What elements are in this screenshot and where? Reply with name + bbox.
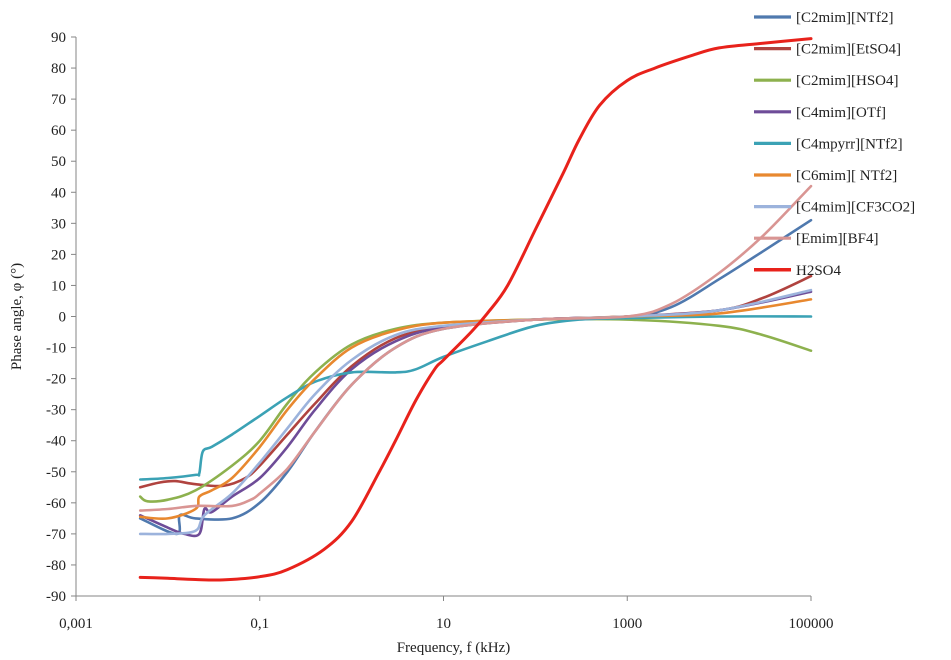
plot-area <box>138 37 813 582</box>
x-tick-label: 0,1 <box>250 616 269 632</box>
y-tick-label: 30 <box>51 216 66 232</box>
y-tick-label: -30 <box>46 403 66 419</box>
x-tick-label: 1000 <box>612 616 642 632</box>
legend-label: H2SO4 <box>796 263 842 279</box>
y-tick-label: -90 <box>46 589 66 605</box>
legend-label: [C2mim][EtSO4] <box>796 42 901 58</box>
x-axis-label: Frequency, f (kHz) <box>397 640 511 656</box>
y-tick-label: -40 <box>46 434 66 450</box>
legend-label: [C2mim][HSO4] <box>796 73 899 89</box>
x-tick-label: 10 <box>436 616 451 632</box>
x-tick-label: 0,001 <box>59 616 93 632</box>
legend-label: [Emim][BF4] <box>796 231 879 247</box>
series-line <box>138 274 813 489</box>
axes: 90 80 70 60 50 40 30 20 10 0 -10 -20 -30 -40 -50 -60 -70… <box>46 30 834 632</box>
y-tick-label: 40 <box>51 185 66 201</box>
series-line <box>138 315 813 481</box>
legend-label: [C2mim][NTf2] <box>796 10 893 26</box>
series-line <box>138 184 813 512</box>
y-tick-label: 70 <box>51 92 66 108</box>
x-tick-label: 100000 <box>789 616 834 632</box>
series-line <box>138 317 813 503</box>
y-tick-label: 0 <box>59 310 67 326</box>
legend-label: [C4mpyrr][NTf2] <box>796 136 903 152</box>
y-tick-label: 10 <box>51 278 66 294</box>
y-tick-label: -70 <box>46 527 66 543</box>
legend-label: [C4mim][OTf] <box>796 105 886 121</box>
y-tick-label: 60 <box>51 123 66 139</box>
y-tick-label: -20 <box>46 372 66 388</box>
y-tick-label: 50 <box>51 154 66 170</box>
y-tick-label: -10 <box>46 341 66 357</box>
y-tick-label: 20 <box>51 247 66 263</box>
y-tick-label: 80 <box>51 61 66 77</box>
y-axis-label: Phase angle, φ (°) <box>9 263 25 370</box>
y-tick-label: 90 <box>51 30 66 46</box>
y-tick-label: -60 <box>46 496 66 512</box>
y-tick-label: -80 <box>46 558 66 574</box>
y-tick-label: -50 <box>46 465 66 481</box>
legend-label: [C6mim][ NTf2] <box>796 168 897 184</box>
legend: [C2mim][NTf2] [C2mim][EtSO4] [C2mim][HSO4]… <box>754 10 915 279</box>
series-line <box>138 37 813 582</box>
legend-label: [C4mim][CF3CO2] <box>796 200 915 216</box>
series-line <box>138 218 813 536</box>
